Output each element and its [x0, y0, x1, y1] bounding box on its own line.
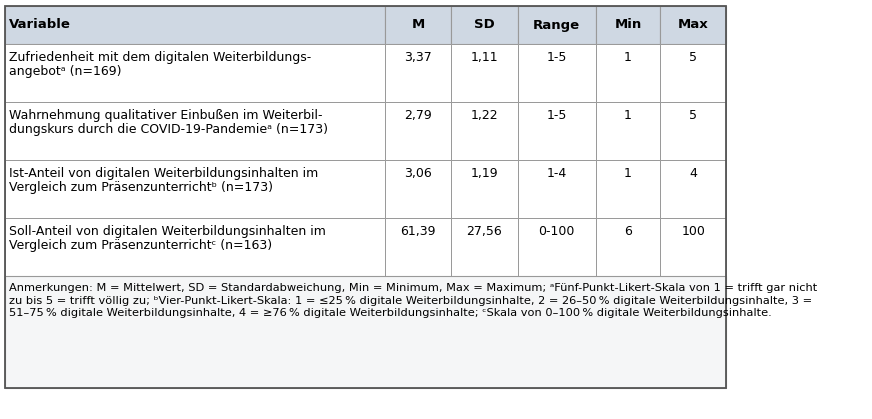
Text: 1: 1: [624, 109, 632, 122]
Bar: [452, 102, 518, 160]
Text: Variable: Variable: [10, 18, 72, 31]
Text: 5: 5: [689, 109, 698, 122]
Bar: [452, 160, 518, 218]
Text: 1: 1: [624, 51, 632, 64]
Bar: [5, 218, 385, 276]
Bar: [596, 44, 660, 102]
Bar: [5, 6, 385, 44]
Text: 1: 1: [624, 167, 632, 180]
Text: Wahrnehmung qualitativer Einbußen im Weiterbil-: Wahrnehmung qualitativer Einbußen im Wei…: [10, 109, 323, 122]
Text: M: M: [412, 18, 425, 31]
Bar: [518, 44, 596, 102]
Text: Min: Min: [614, 18, 642, 31]
Bar: [452, 6, 518, 44]
Text: 6: 6: [624, 225, 632, 238]
Bar: [596, 6, 660, 44]
Bar: [660, 102, 726, 160]
Text: SD: SD: [474, 18, 494, 31]
Text: Max: Max: [678, 18, 709, 31]
Bar: [452, 218, 518, 276]
Bar: [385, 160, 452, 218]
Text: 3,06: 3,06: [405, 167, 432, 180]
Text: Range: Range: [533, 18, 580, 31]
Bar: [596, 160, 660, 218]
Text: 5: 5: [689, 51, 698, 64]
Bar: [660, 160, 726, 218]
Text: angebotᵃ (n=169): angebotᵃ (n=169): [10, 65, 122, 78]
Bar: [385, 44, 452, 102]
Text: 2,79: 2,79: [405, 109, 432, 122]
Text: Vergleich zum Präsenzunterrichtᶜ (n=163): Vergleich zum Präsenzunterrichtᶜ (n=163): [10, 239, 272, 252]
Text: 1,22: 1,22: [471, 109, 498, 122]
Text: 61,39: 61,39: [400, 225, 436, 238]
Bar: [518, 160, 596, 218]
Text: Soll-Anteil von digitalen Weiterbildungsinhalten im: Soll-Anteil von digitalen Weiterbildungs…: [10, 225, 326, 238]
Text: 1-5: 1-5: [547, 51, 567, 64]
Bar: [5, 44, 385, 102]
Text: Anmerkungen: M = Mittelwert, SD = Standardabweichung, Min = Minimum, Max = Maxim: Anmerkungen: M = Mittelwert, SD = Standa…: [10, 283, 817, 293]
Bar: [518, 218, 596, 276]
Bar: [660, 6, 726, 44]
Text: zu bis 5 = trifft völlig zu; ᵇVier-Punkt-Likert-Skala: 1 = ≤25 % digitale Weiter: zu bis 5 = trifft völlig zu; ᵇVier-Punkt…: [10, 296, 813, 306]
Bar: [385, 102, 452, 160]
Text: 100: 100: [681, 225, 705, 238]
Text: 27,56: 27,56: [467, 225, 502, 238]
Bar: [5, 102, 385, 160]
Bar: [518, 6, 596, 44]
Bar: [518, 102, 596, 160]
Bar: [660, 44, 726, 102]
Text: 1,19: 1,19: [471, 167, 498, 180]
Text: 1-4: 1-4: [547, 167, 567, 180]
Text: Zufriedenheit mit dem digitalen Weiterbildungs-: Zufriedenheit mit dem digitalen Weiterbi…: [10, 51, 311, 64]
Text: 0-100: 0-100: [538, 225, 575, 238]
Text: Ist-Anteil von digitalen Weiterbildungsinhalten im: Ist-Anteil von digitalen Weiterbildungsi…: [10, 167, 318, 180]
Bar: [385, 6, 452, 44]
Bar: [5, 276, 726, 388]
Bar: [596, 102, 660, 160]
Text: dungskurs durch die COVID-19-Pandemieᵃ (n=173): dungskurs durch die COVID-19-Pandemieᵃ (…: [10, 123, 328, 136]
Text: 1-5: 1-5: [547, 109, 567, 122]
Text: 1,11: 1,11: [471, 51, 498, 64]
Bar: [596, 218, 660, 276]
Text: 3,37: 3,37: [405, 51, 432, 64]
Bar: [452, 44, 518, 102]
Text: 4: 4: [689, 167, 697, 180]
Bar: [5, 160, 385, 218]
Bar: [385, 218, 452, 276]
Text: Vergleich zum Präsenzunterrichtᵇ (n=173): Vergleich zum Präsenzunterrichtᵇ (n=173): [10, 181, 273, 194]
Text: 51–75 % digitale Weiterbildungsinhalte, 4 = ≥76 % digitale Weiterbildungsinhalte: 51–75 % digitale Weiterbildungsinhalte, …: [10, 308, 772, 318]
Bar: [660, 218, 726, 276]
